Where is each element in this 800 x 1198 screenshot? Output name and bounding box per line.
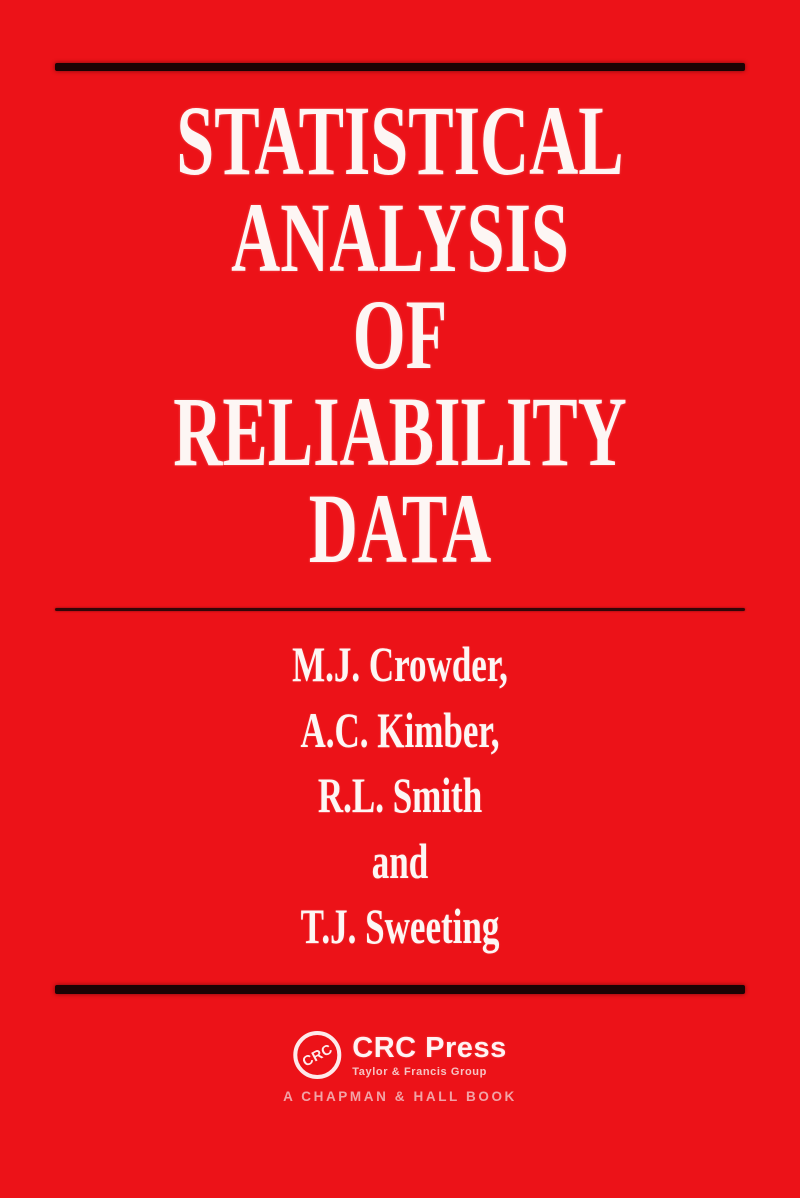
publisher-text-block: CRC Press Taylor & Francis Group (352, 1033, 506, 1078)
publisher-lockup: CRC CRC Press Taylor & Francis Group (293, 1031, 506, 1079)
top-divider-rule (55, 63, 745, 71)
crc-logo-text: CRC (299, 1040, 336, 1070)
author-conjunction: and (371, 832, 429, 889)
author-name: M.J. Crowder, (292, 636, 508, 692)
middle-divider-rule (55, 608, 745, 611)
author-name: R.L. Smith (317, 767, 483, 823)
bottom-divider-rule (55, 985, 745, 994)
imprint-line: A CHAPMAN & HALL BOOK (283, 1089, 517, 1104)
author-name: A.C. Kimber, (300, 701, 500, 758)
publisher-name: CRC Press (352, 1031, 507, 1064)
title-line-3: OF (352, 279, 448, 390)
author-name: T.J. Sweeting (300, 898, 500, 954)
book-title: STATISTICAL ANALYSIS OF RELIABILITY DATA (128, 85, 672, 584)
author-list: M.J. Crowder, A.C. Kimber, R.L. Smith an… (120, 632, 680, 960)
title-line-2: ANALYSIS (231, 182, 569, 293)
crc-logo-icon: CRC (293, 1031, 342, 1079)
publisher-tagline: Taylor & Francis Group (352, 1065, 487, 1078)
title-line-5: DATA (308, 473, 492, 584)
title-line-1: STATISTICAL (176, 85, 624, 196)
title-line-4: RELIABILITY (173, 376, 627, 487)
